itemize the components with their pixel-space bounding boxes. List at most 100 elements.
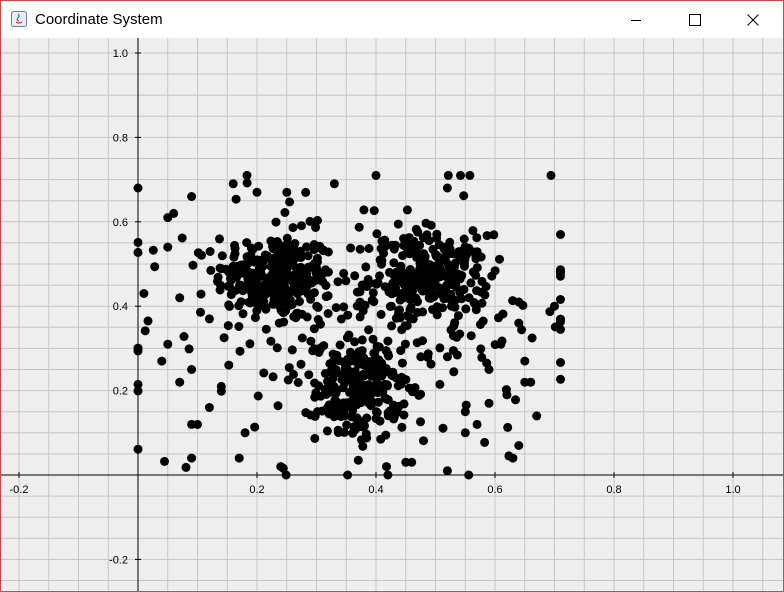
data-point (181, 462, 191, 472)
axes (1, 38, 783, 591)
data-point (242, 252, 252, 262)
data-point (459, 234, 469, 244)
data-point (355, 244, 365, 254)
data-point (301, 187, 311, 197)
data-point (371, 407, 381, 417)
data-point (449, 262, 459, 272)
title-bar[interactable]: Coordinate System (1, 1, 783, 38)
data-point (514, 318, 524, 328)
data-point (340, 363, 350, 373)
data-point (383, 336, 393, 346)
data-point (157, 356, 167, 366)
data-point (133, 183, 143, 193)
data-point (383, 408, 393, 418)
data-point (354, 222, 364, 232)
data-point (464, 293, 474, 303)
data-point (245, 339, 255, 349)
data-point (280, 208, 290, 217)
data-point (386, 301, 396, 311)
data-point (242, 238, 252, 248)
data-point (184, 344, 194, 354)
data-point (442, 352, 452, 362)
data-point (331, 303, 341, 313)
data-point (442, 466, 452, 476)
data-point (406, 302, 416, 312)
data-point (160, 456, 169, 466)
data-point (213, 276, 222, 286)
data-point (276, 275, 286, 285)
data-point (514, 297, 524, 307)
data-point (434, 240, 444, 250)
data-point (204, 314, 214, 324)
data-point (357, 335, 367, 345)
data-point (397, 325, 407, 335)
data-point (133, 386, 143, 396)
data-point (236, 260, 245, 270)
data-point (229, 252, 239, 262)
data-point (383, 470, 393, 480)
data-point (250, 422, 260, 432)
data-point (343, 354, 352, 364)
data-point (364, 325, 374, 335)
data-point (376, 309, 386, 319)
data-point (304, 275, 314, 285)
data-point (472, 233, 482, 243)
data-point (449, 367, 459, 377)
data-point (321, 292, 331, 302)
data-point (366, 401, 376, 411)
data-point (163, 339, 173, 349)
data-point (409, 236, 419, 246)
x-tick-label: 0.2 (249, 484, 264, 496)
data-point (179, 332, 189, 341)
data-point (297, 333, 307, 343)
data-point (310, 433, 320, 443)
data-point (550, 301, 559, 311)
data-point (177, 233, 187, 243)
data-point (387, 321, 397, 331)
data-point (429, 291, 439, 301)
data-point (297, 309, 307, 319)
coordinate-plot-area[interactable]: -0.2 0.2 0.4 0.6 0.8 1.0 1.0 0.8 0.6 0.4 0.2 -0.2 (1, 38, 783, 591)
close-button[interactable] (730, 1, 776, 38)
data-point (358, 441, 368, 451)
data-points (133, 170, 565, 480)
data-point (495, 254, 504, 264)
data-point (150, 262, 160, 272)
data-point (328, 349, 338, 359)
data-point (306, 336, 316, 346)
maximize-button[interactable] (672, 1, 718, 38)
data-point (416, 352, 426, 362)
data-point (281, 294, 291, 304)
data-point (468, 226, 478, 236)
minimize-button[interactable] (613, 1, 659, 38)
data-point (228, 264, 238, 274)
data-point (389, 400, 398, 410)
data-point (234, 453, 244, 463)
data-point (546, 170, 556, 180)
data-point (274, 267, 284, 277)
data-point (250, 313, 260, 323)
data-point (287, 300, 297, 309)
data-point (476, 252, 486, 262)
data-point (313, 407, 323, 417)
data-point (238, 309, 248, 319)
data-point (231, 194, 241, 204)
data-point (380, 379, 390, 389)
data-point (273, 401, 283, 411)
data-point (284, 275, 294, 285)
data-point (407, 267, 416, 277)
data-point (475, 320, 485, 329)
data-point (332, 385, 342, 395)
data-point (253, 391, 263, 401)
data-point (323, 247, 333, 257)
data-point (514, 441, 524, 450)
data-point (206, 265, 216, 275)
data-point (274, 301, 284, 310)
data-point (278, 307, 288, 317)
data-point (389, 258, 399, 268)
data-point (556, 271, 565, 281)
data-point (460, 407, 470, 417)
data-point (273, 253, 283, 263)
data-point (230, 240, 240, 250)
minimize-icon (631, 19, 641, 21)
